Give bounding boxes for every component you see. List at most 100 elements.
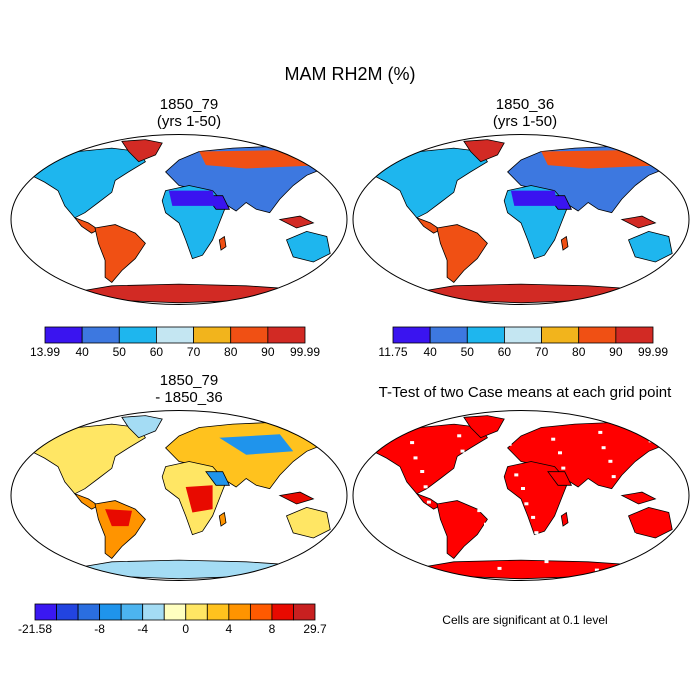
- nonsignificant-cell: [682, 541, 687, 545]
- nonsignificant-cell: [551, 437, 556, 441]
- nonsignificant-cell: [353, 419, 357, 422]
- nonsignificant-cell: [544, 560, 549, 564]
- panel-title-line: 1850_36: [495, 96, 555, 113]
- region-europeAsia-moist: [199, 149, 324, 169]
- colorbar-tick-label: 90: [609, 345, 623, 359]
- nonsignificant-cell: [561, 466, 566, 470]
- region-europeAsia-moist: [541, 149, 666, 169]
- colorbar-swatch: [44, 326, 83, 344]
- nonsignificant-cell: [558, 451, 562, 455]
- nonsignificant-cell: [376, 492, 381, 496]
- colorbar-tick-label: 80: [224, 345, 238, 359]
- map-border: [352, 134, 690, 305]
- map-border: [10, 134, 348, 305]
- nonsignificant-cell: [531, 515, 536, 519]
- significance-note: Cells are significant at 0.1 level: [442, 613, 608, 627]
- nonsignificant-cell: [390, 536, 394, 540]
- world-map-1850-79: [10, 134, 348, 305]
- nonsignificant-cell: [601, 446, 606, 450]
- colorbar-swatch: [193, 326, 232, 344]
- nonsignificant-cell: [450, 420, 455, 424]
- region-africa-desert: [168, 190, 216, 206]
- colorbar-swatch: [118, 326, 157, 344]
- world-map-1850-36: [352, 134, 690, 305]
- continent-northAmerica: [23, 147, 146, 219]
- continent-centralAm: [73, 216, 100, 234]
- colorbar-tick-label: -8: [94, 622, 105, 636]
- colorbar-tick-label: 29.7: [303, 622, 327, 636]
- nonsignificant-cell: [507, 442, 512, 446]
- continent-seAsiaIsles: [278, 491, 315, 505]
- continent-madagascar: [218, 511, 227, 527]
- colorbar-tick-label: 60: [498, 345, 512, 359]
- panel-title-1850-79: 1850_79 (yrs 1-50): [33, 96, 345, 130]
- continent-centralAm: [73, 492, 100, 510]
- nonsignificant-cell: [420, 470, 425, 473]
- colorbar-1850-79: 13.99 40 50 60 70 80 90 99.99: [30, 326, 320, 359]
- figure-title: MAM RH2M (%): [284, 64, 416, 84]
- nonsignificant-cell: [500, 429, 505, 433]
- panel-subtitle-line: - 1850_36: [155, 389, 223, 406]
- nonsignificant-cell: [463, 464, 468, 468]
- colorbar-tick-label: 8: [269, 622, 276, 636]
- colorbar-swatch: [392, 326, 431, 344]
- colorbar-swatch: [206, 603, 230, 621]
- nonsignificant-cell: [474, 493, 478, 497]
- colorbar-swatch: [249, 603, 273, 621]
- nonsignificant-cell: [406, 425, 411, 429]
- colorbar-tick-label: 70: [187, 345, 201, 359]
- nonsignificant-cell: [460, 449, 465, 453]
- panel-subtitle-line: (yrs 1-50): [492, 113, 558, 130]
- colorbar-tick-label: 4: [226, 622, 233, 636]
- nonsignificant-cell: [470, 478, 475, 482]
- nonsignificant-cell: [621, 504, 626, 507]
- colorbar-1850-36: 11.75 40 50 60 70 80 90 99.99: [378, 326, 668, 359]
- continent-northAmerica: [365, 423, 488, 495]
- colorbar-tick-label: 80: [572, 345, 586, 359]
- colorbar-swatch: [77, 603, 101, 621]
- nonsignificant-cell: [369, 461, 374, 465]
- nonsignificant-cell: [645, 424, 650, 428]
- nonsignificant-cell: [534, 531, 539, 535]
- continent-southAmerica: [436, 500, 488, 559]
- continent-greenland: [463, 139, 505, 163]
- region-southAmerica-wet: [105, 509, 132, 527]
- colorbar-swatch: [429, 326, 468, 344]
- nonsignificant-cell: [433, 514, 438, 518]
- colorbar-swatch: [267, 326, 306, 344]
- colorbar-swatch: [293, 603, 316, 621]
- nonsignificant-cell: [537, 546, 542, 550]
- nonsignificant-cell: [423, 485, 428, 489]
- colorbar-tick-label: 99.99: [290, 345, 320, 359]
- colorbar-tick-label: 40: [423, 345, 437, 359]
- nonsignificant-cell: [571, 495, 576, 499]
- nonsignificant-cell: [426, 500, 431, 504]
- colorbar-swatch: [271, 603, 294, 621]
- continent-seAsiaIsles: [620, 491, 657, 505]
- colorbar-swatch: [578, 326, 617, 344]
- nonsignificant-cell: [359, 432, 364, 436]
- nonsignificant-cell: [658, 468, 663, 472]
- nonsignificant-cell: [574, 510, 579, 514]
- colorbar-tick-label: 40: [75, 345, 89, 359]
- nonsignificant-cell: [477, 509, 482, 513]
- map-border: [352, 410, 690, 581]
- colorbar-swatch: [230, 326, 269, 344]
- continent-australia: [627, 230, 673, 263]
- world-map-difference: [10, 410, 348, 581]
- colorbar-swatch: [185, 603, 208, 621]
- colorbar-tick-label: 70: [535, 345, 549, 359]
- continent-northAmerica: [365, 147, 488, 219]
- colorbar-swatch: [504, 326, 542, 344]
- nonsignificant-cell: [662, 483, 667, 487]
- continent-centralAm: [415, 216, 442, 234]
- continent-southAmerica: [94, 224, 146, 283]
- nonsignificant-cell: [497, 566, 502, 570]
- panel-title-line: T-Test of two Case means at each grid po…: [378, 384, 672, 401]
- panel-title-ttest: T-Test of two Case means at each grid po…: [352, 384, 698, 401]
- colorbar-swatch: [81, 326, 120, 344]
- nonsignificant-cell: [447, 558, 452, 562]
- colorbar-tick-label: -21.58: [18, 622, 52, 636]
- nonsignificant-cell: [437, 529, 441, 533]
- nonsignificant-cell: [510, 458, 515, 462]
